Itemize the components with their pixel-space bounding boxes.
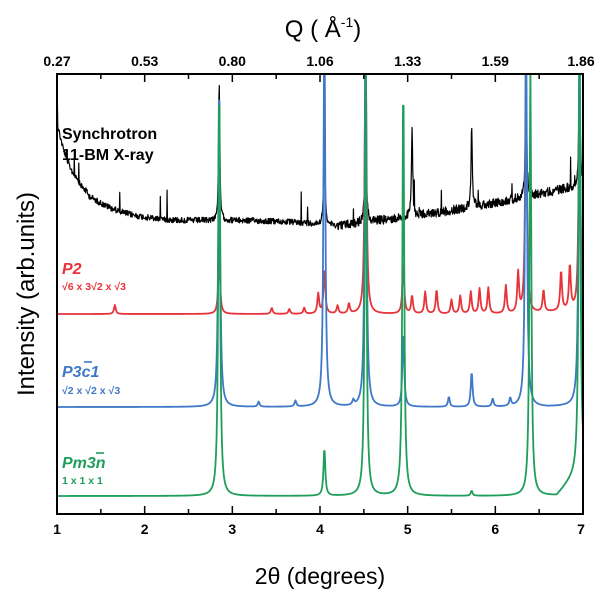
p2-sublabel: √6 x 3√2 x √3 xyxy=(62,281,126,293)
x-axis-title: 2θ (degrees) xyxy=(255,563,385,589)
sync-label-line1: Synchrotron xyxy=(62,126,157,143)
x-tick-label: 4 xyxy=(316,521,324,537)
q-tick-labels: 0.27 0.53 0.80 1.06 1.33 1.59 1.86 xyxy=(43,53,594,69)
p3c1-trace xyxy=(57,74,583,408)
top-axis-title: Q ( Å-1) xyxy=(285,14,361,43)
p2-trace xyxy=(57,74,583,315)
pm3n-label: Pm3n xyxy=(62,455,106,472)
x-tick-label: 3 xyxy=(228,521,236,537)
pm3n-trace xyxy=(57,74,583,497)
q-tick-label: 1.33 xyxy=(394,53,421,69)
q-tick-label: 0.27 xyxy=(43,53,70,69)
x-tick-label: 6 xyxy=(491,521,499,537)
pm3n-sublabel: 1 x 1 x 1 xyxy=(62,475,103,487)
plot-traces xyxy=(57,74,583,497)
p3c1-sublabel: √2 x √2 x √3 xyxy=(62,385,120,397)
p2-label: P2 xyxy=(62,261,82,278)
q-tick-label: 0.53 xyxy=(131,53,158,69)
x-tick-label: 2 xyxy=(141,521,149,537)
sync-label-line2: 11-BM X-ray xyxy=(62,147,154,164)
x-tick-labels: 1 2 3 4 5 6 7 xyxy=(53,521,585,537)
q-tick-label: 1.06 xyxy=(306,53,333,69)
q-tick-label: 1.86 xyxy=(567,53,594,69)
tick-marks xyxy=(56,74,584,514)
y-axis-title: Intensity (arb.units) xyxy=(13,192,40,396)
x-tick-label: 7 xyxy=(577,521,585,537)
p3c1-label: P3c1 xyxy=(62,364,99,381)
x-tick-label: 5 xyxy=(404,521,412,537)
q-tick-label: 1.59 xyxy=(482,53,509,69)
sync-trace xyxy=(57,74,583,230)
x-tick-label: 1 xyxy=(53,521,61,537)
q-tick-label: 0.80 xyxy=(219,53,246,69)
